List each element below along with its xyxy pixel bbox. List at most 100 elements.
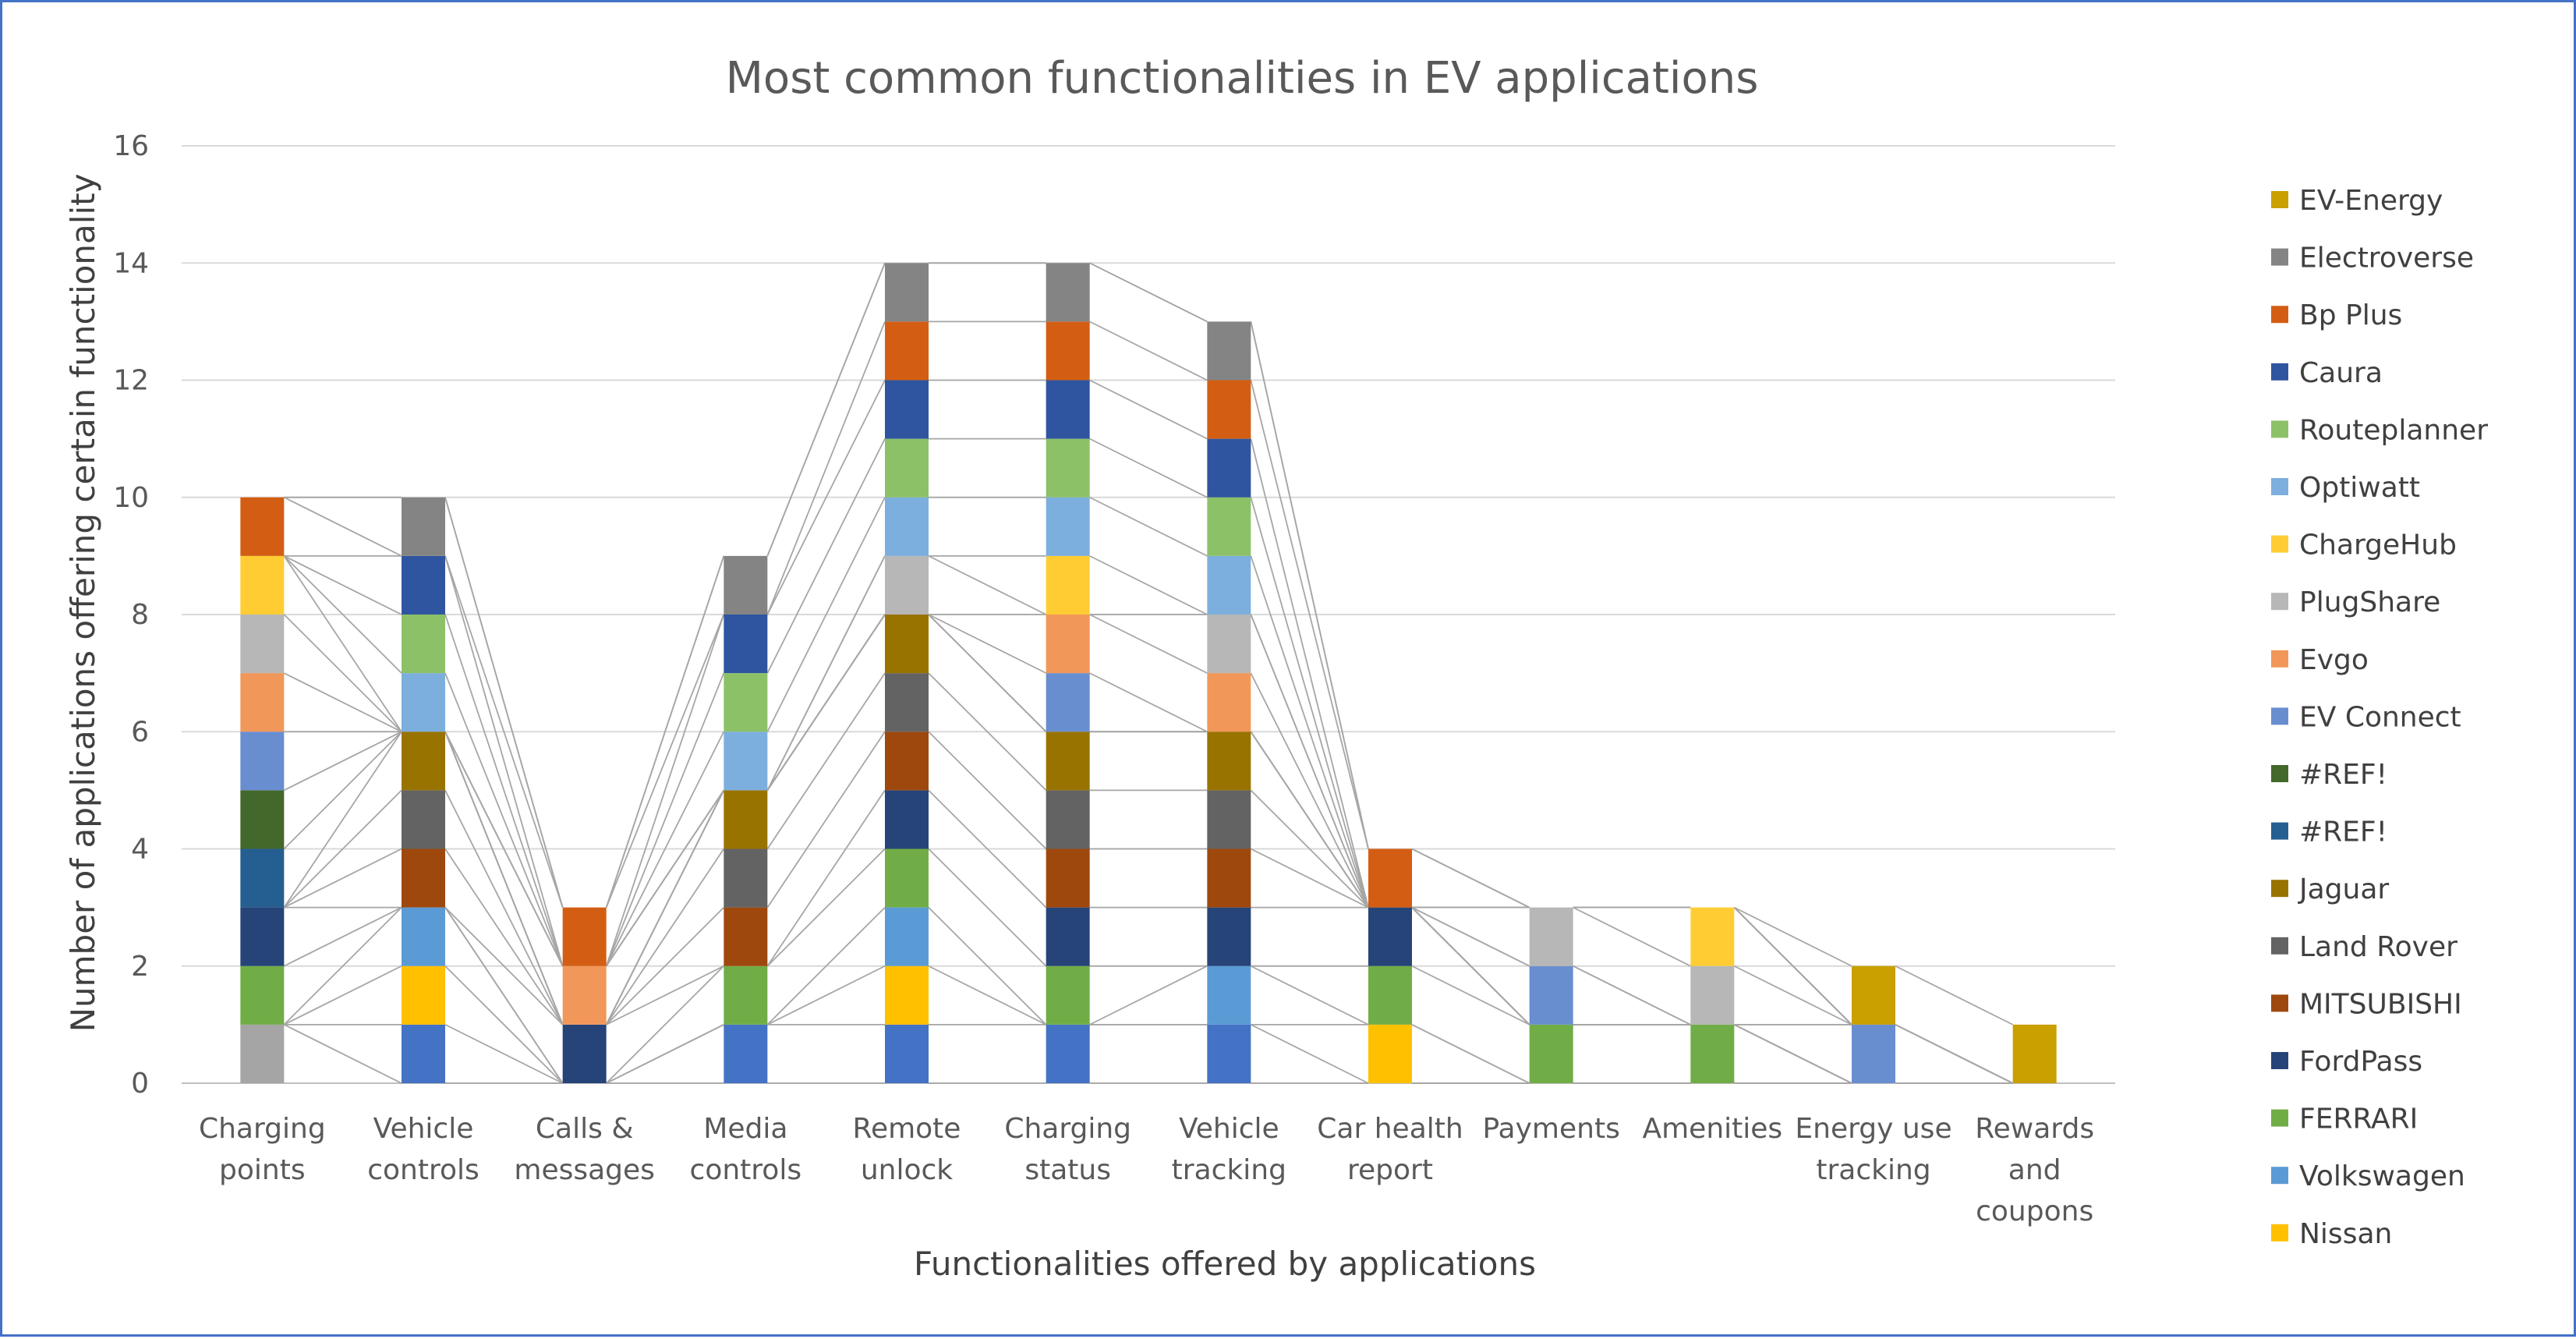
bar-segment-ferrari — [1690, 1024, 1735, 1083]
bar-segment-hyundai — [1046, 1024, 1090, 1083]
bar-segment-bp-plus — [885, 321, 929, 381]
series-line — [1089, 437, 1208, 498]
series-line — [766, 848, 886, 967]
bar-segment-volkswagen — [402, 907, 445, 966]
bar-segment-ref — [240, 848, 285, 908]
series-line — [1250, 1024, 1369, 1084]
bar-segment-ferrari — [724, 965, 768, 1025]
series-line — [928, 965, 1047, 1026]
legend: EV-Energy Electroverse Bp Plus Caura Routepl… — [2271, 185, 2488, 1250]
legend-swatch — [2271, 593, 2288, 611]
series-line — [1250, 555, 1369, 908]
series-line — [605, 848, 725, 1026]
series-line — [283, 672, 402, 733]
bar-segment-fordpass — [885, 790, 929, 849]
series-line — [283, 555, 402, 732]
series-line — [283, 731, 402, 909]
series-line — [1089, 262, 1208, 323]
y-tick-label: 12 — [113, 365, 149, 397]
series-line — [1250, 731, 1369, 909]
bar-segment-caura — [402, 555, 445, 615]
series-line — [1250, 672, 1369, 909]
y-tick-label: 2 — [131, 951, 149, 983]
bar-segment-ev-connect — [1046, 673, 1090, 732]
series-line — [606, 1024, 724, 1084]
bar-segment-electroverse — [885, 263, 929, 322]
series-line — [766, 262, 886, 557]
bars — [240, 263, 2057, 1083]
bar-segment-evgo — [240, 673, 285, 732]
bar-segment-mitsubishi — [724, 907, 768, 966]
y-tick-label: 0 — [131, 1068, 149, 1100]
series-line — [1089, 379, 1208, 440]
series-line — [1411, 965, 1530, 1026]
series-line — [444, 1024, 564, 1084]
series-line — [1089, 614, 1208, 674]
series-line — [606, 906, 724, 1026]
legend-label: EV-Energy — [2299, 185, 2443, 217]
legend-swatch — [2271, 1224, 2288, 1242]
bar-segment-land-rover — [402, 790, 445, 849]
series-line — [766, 321, 886, 615]
bar-segment-optiwatt — [1207, 555, 1251, 615]
bar-segment-ev-connect — [240, 731, 285, 791]
y-tick-label: 4 — [131, 834, 149, 866]
bar-segment-optiwatt — [724, 731, 768, 791]
legend-label: Optiwatt — [2299, 472, 2420, 504]
series-line — [283, 614, 402, 732]
series-line — [283, 965, 402, 1026]
series-line — [766, 555, 886, 791]
series-line — [1411, 906, 1530, 1026]
series-line — [444, 497, 564, 908]
x-tick-label: Vehicle controls — [367, 1113, 479, 1186]
bar-segment-evgo — [1046, 615, 1090, 674]
series-line — [283, 1024, 402, 1084]
legend-swatch — [2271, 535, 2288, 553]
legend-swatch — [2271, 191, 2288, 208]
series-line — [1733, 1024, 1852, 1084]
legend-label: Nissan — [2299, 1218, 2392, 1250]
series-line — [605, 614, 725, 967]
legend-swatch — [2271, 765, 2288, 782]
x-tick-label: Car health report — [1317, 1113, 1463, 1186]
series-line — [1411, 848, 1530, 909]
x-tick-label: Calls & messages — [514, 1113, 655, 1186]
bar-segment-nissan — [885, 965, 929, 1025]
legend-label: Routeplanner — [2299, 414, 2488, 446]
y-tick-label: 14 — [113, 247, 149, 279]
legend-label: FERRARI — [2299, 1103, 2418, 1135]
bar-segment-plugshare — [885, 555, 929, 615]
legend-label: Bp Plus — [2299, 299, 2402, 331]
series-line — [283, 789, 402, 909]
legend-label: Volkswagen — [2299, 1160, 2465, 1192]
bar-segment-ferrari — [885, 848, 929, 908]
series-line — [766, 672, 886, 850]
y-tick-label: 6 — [131, 716, 149, 748]
series-line — [606, 965, 724, 1084]
series-line — [283, 555, 402, 674]
series-lines — [283, 262, 2014, 1084]
series-line — [1411, 906, 1530, 967]
legend-label: Jaguar — [2298, 873, 2389, 905]
series-line — [444, 614, 564, 967]
series-line — [283, 906, 402, 967]
series-line — [283, 731, 402, 792]
bar-segment-fordpass — [1046, 907, 1090, 966]
bar-segment-routeplanner — [1046, 438, 1090, 498]
bar-segment-jaguar — [1046, 731, 1090, 791]
bar-segment-mitsubishi — [1207, 848, 1251, 908]
y-tick-label: 10 — [113, 482, 149, 514]
bar-segment-optiwatt — [1046, 497, 1090, 556]
legend-label: EV Connect — [2299, 701, 2461, 733]
bar-segment-chargehub — [1690, 907, 1735, 966]
bar-segment-electroverse — [1046, 263, 1090, 322]
bar-segment-bp-plus — [240, 497, 285, 556]
legend-swatch — [2271, 880, 2288, 898]
bar-segment-plugshare — [240, 615, 285, 674]
series-line — [766, 789, 886, 967]
series-line — [1250, 848, 1369, 909]
y-tick-label: 16 — [113, 130, 149, 162]
bar-segment-ref — [240, 790, 285, 849]
